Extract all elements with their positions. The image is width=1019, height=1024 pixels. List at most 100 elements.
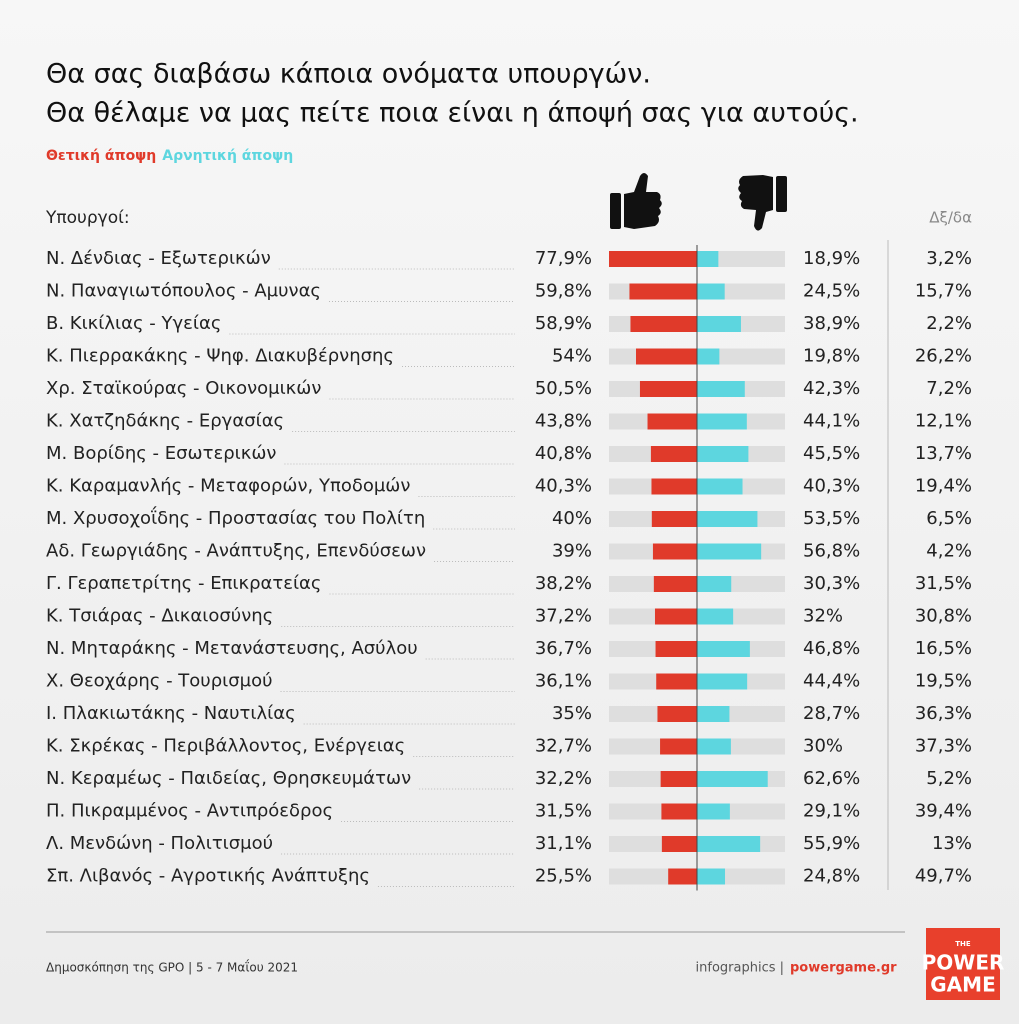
value-label: 58,9% xyxy=(535,313,592,334)
category-label: Μ. Βορίδης - Εσωτερικών xyxy=(46,443,276,464)
value-label: 59,8% xyxy=(535,281,592,302)
category-label: Αδ. Γεωργιάδης - Ανάπτυξης, Επενδύσεων xyxy=(46,541,426,562)
value-label: 13% xyxy=(932,833,972,854)
bar-positive xyxy=(654,608,697,625)
category-label: Λ. Μενδώνη - Πολιτισμού xyxy=(46,833,273,854)
bar-positive xyxy=(655,641,697,657)
category-label: Ν. Δένδιας - Εξωτερικών xyxy=(46,248,271,269)
bar-positive xyxy=(668,868,697,885)
legend-entry: Θετική άποψη xyxy=(46,148,156,164)
bar-negative xyxy=(697,868,726,885)
bar-negative xyxy=(697,413,747,430)
value-label: 42,3% xyxy=(803,378,860,399)
bar-positive xyxy=(652,543,697,560)
value-label: 30,3% xyxy=(803,573,860,594)
bar-positive xyxy=(653,576,697,592)
bar-positive xyxy=(661,803,697,820)
category-label: Π. Πικραμμένος - Αντιπρόεδρος xyxy=(46,801,333,822)
value-label: 39% xyxy=(552,541,592,562)
value-label: 24,5% xyxy=(803,281,860,302)
value-label: 28,7% xyxy=(803,703,860,724)
bar-positive xyxy=(629,283,697,300)
bar-positive xyxy=(661,836,697,852)
category-label: Σπ. Λιβανός - Αγροτικής Ανάπτυξης xyxy=(46,866,370,887)
value-label: 36,7% xyxy=(535,638,592,659)
value-label: 19,8% xyxy=(803,346,860,367)
source: Δημοσκόπηση της GPO | 5 - 7 Μαΐου 2021 xyxy=(46,960,298,975)
bar-negative xyxy=(697,283,725,300)
thumbs-up-icon xyxy=(610,173,662,229)
bar-positive xyxy=(651,511,697,527)
value-label: 37,2% xyxy=(535,606,592,627)
value-label: 40,3% xyxy=(803,476,860,497)
column-header: Δξ/δα xyxy=(929,209,972,227)
category-header: Υπουργοί: xyxy=(45,208,130,228)
bar-negative xyxy=(697,511,758,527)
value-label: 24,8% xyxy=(803,866,860,887)
bar-positive xyxy=(647,413,697,430)
value-label: 77,9% xyxy=(535,248,592,269)
bar-negative xyxy=(697,576,732,592)
logo-text: POWER xyxy=(922,951,1005,975)
value-label: 37,3% xyxy=(915,736,972,757)
value-label: 16,5% xyxy=(915,638,972,659)
title-line: Θα θέλαμε να μας πείτε ποια είναι η άποψ… xyxy=(46,98,859,129)
value-label: 56,8% xyxy=(803,541,860,562)
bar-positive xyxy=(630,316,697,332)
value-label: 35% xyxy=(552,703,592,724)
logo-box xyxy=(926,928,1000,1000)
value-label: 15,7% xyxy=(915,281,972,302)
category-label: Κ. Πιερρακάκης - Ψηφ. Διακυβέρνησης xyxy=(46,346,394,367)
bar-positive xyxy=(651,478,697,495)
bar-negative xyxy=(697,543,762,560)
value-label: 32% xyxy=(803,606,843,627)
bar-negative xyxy=(697,673,748,690)
value-label: 36,3% xyxy=(915,703,972,724)
value-label: 4,2% xyxy=(926,541,972,562)
category-label: Χρ. Σταϊκούρας - Οικονομικών xyxy=(46,378,321,399)
value-label: 5,2% xyxy=(926,768,972,789)
category-label: Κ. Σκρέκας - Περιβάλλοντος, Ενέργειας xyxy=(46,736,405,757)
value-label: 38,9% xyxy=(803,313,860,334)
category-label: Κ. Τσιάρας - Δικαιοσύνης xyxy=(46,606,273,627)
value-label: 13,7% xyxy=(915,443,972,464)
value-label: 19,5% xyxy=(915,671,972,692)
bar-positive xyxy=(657,706,697,722)
bar-negative xyxy=(697,251,719,267)
value-label: 12,1% xyxy=(915,411,972,432)
bar-positive xyxy=(660,771,697,787)
bar-negative xyxy=(697,641,750,657)
bar-negative xyxy=(697,836,761,852)
category-label: Ν. Παναγιωτόπουλος - Αμυνας xyxy=(46,281,321,302)
value-label: 53,5% xyxy=(803,508,860,529)
bar-positive xyxy=(660,738,697,755)
value-label: 2,2% xyxy=(926,313,972,334)
bar-negative xyxy=(697,316,741,332)
bar-negative xyxy=(697,608,734,625)
value-label: 55,9% xyxy=(803,833,860,854)
category-label: Κ. Χατζηδάκης - Εργασίας xyxy=(46,411,284,432)
bar-negative xyxy=(697,446,749,462)
value-label: 31,1% xyxy=(535,833,592,854)
value-label: 26,2% xyxy=(915,346,972,367)
bar-negative xyxy=(697,348,720,365)
value-label: 25,5% xyxy=(535,866,592,887)
category-label: Ι. Πλακιωτάκης - Ναυτιλίας xyxy=(46,703,296,724)
bar-negative xyxy=(697,478,743,495)
value-label: 29,1% xyxy=(803,801,860,822)
value-label: 62,6% xyxy=(803,768,860,789)
value-label: 32,2% xyxy=(535,768,592,789)
value-label: 36,1% xyxy=(535,671,592,692)
value-label: 43,8% xyxy=(535,411,592,432)
value-label: 19,4% xyxy=(915,476,972,497)
credit-site: powergame.gr xyxy=(790,961,897,976)
bar-negative xyxy=(697,706,730,722)
bar-positive xyxy=(635,348,697,365)
bar-positive xyxy=(656,673,697,690)
value-label: 50,5% xyxy=(535,378,592,399)
value-label: 31,5% xyxy=(535,801,592,822)
category-label: Β. Κικίλιας - Υγείας xyxy=(46,313,221,334)
category-label: Μ. Χρυσοχοΐδης - Προστασίας του Πολίτη xyxy=(46,506,425,529)
value-label: 40% xyxy=(552,508,592,529)
